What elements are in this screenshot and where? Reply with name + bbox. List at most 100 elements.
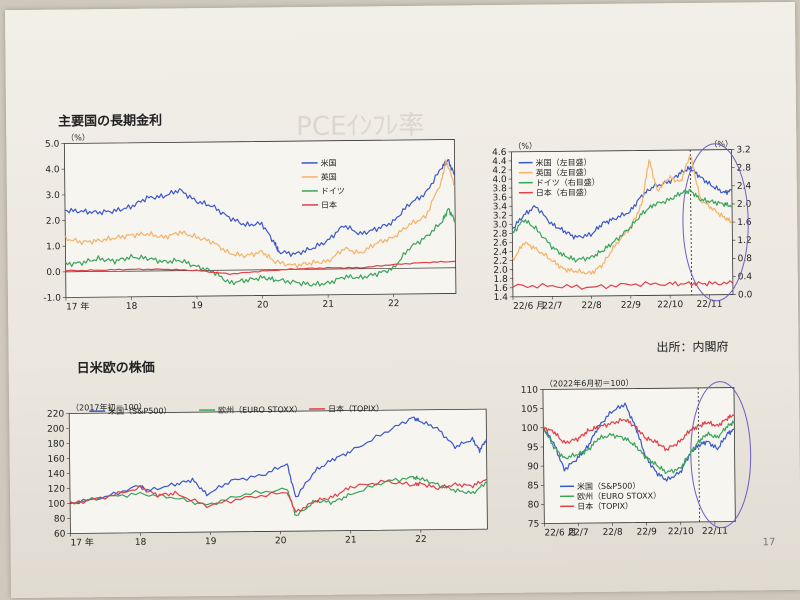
y-tick-label: 140 <box>48 470 66 480</box>
series-line-0 <box>70 416 488 505</box>
y-right-tick-label: 0.0 <box>738 290 753 300</box>
x-tick-label: 20 <box>275 536 287 546</box>
y-tick-label: 4.4 <box>492 157 507 167</box>
y-tick-label: 0.0 <box>46 268 61 278</box>
y-right-tick-label: 2.0 <box>737 200 752 210</box>
y-tick-label: 3.2 <box>493 211 507 221</box>
highlight-ellipse <box>690 381 752 529</box>
unit-label: （2017年初＝100） <box>71 402 147 413</box>
y-tick-label: 105 <box>521 405 538 415</box>
legend-label: ドイツ（右目盛） <box>536 177 600 188</box>
x-tick-label: 22/8 <box>603 528 624 538</box>
x-tick-label: 22 <box>415 535 427 545</box>
chart-long-stocks: 220 200 180 160 140 120 100 80 60 （2017年初＝100） 17 … <box>47 402 488 548</box>
series-line-0 <box>511 165 733 240</box>
legend-label: 欧州（EURO STOXX） <box>218 404 302 415</box>
y-tick-label: 100 <box>521 424 539 434</box>
y-right-tick-label: 1.6 <box>737 218 752 228</box>
legend-label: 米国（S&P500） <box>577 481 641 492</box>
chart-recent-rates: 4.64.44.24.03.83.63.43.23.02.82.62.42.22… <box>492 140 753 312</box>
x-tick-label: 17 年 <box>66 300 89 312</box>
y-right-tick-label: 2.8 <box>737 163 752 173</box>
y-tick-label: 1.6 <box>494 284 509 294</box>
legend-label: 米国（左目盛） <box>536 157 592 168</box>
y-tick-label: 100 <box>48 500 66 510</box>
y-tick-label: 4.0 <box>492 175 507 185</box>
y-right-tick-label: 1.2 <box>737 236 751 246</box>
y-tick-label: 2.8 <box>493 229 508 239</box>
unit-left-label: （%） <box>513 142 537 151</box>
x-tick-label: 22/9 <box>621 301 642 311</box>
highlight-ellipse <box>682 143 749 302</box>
x-tick-label: 18 <box>135 538 147 548</box>
y-tick-label: 1.0 <box>46 242 61 252</box>
x-tick-label: 19 <box>191 301 203 311</box>
y-tick-label: 4.6 <box>492 148 507 158</box>
legend-label: 米国（S&P500） <box>108 405 172 416</box>
y-tick-label: 180 <box>47 440 65 450</box>
y-tick-label: 4.2 <box>492 166 506 176</box>
y-tick-label: 90 <box>527 462 539 472</box>
y-tick-label: 5.0 <box>45 140 60 150</box>
series-line-3 <box>65 260 456 276</box>
series-line-2 <box>65 208 456 287</box>
series-line-3 <box>512 280 734 290</box>
x-tick-label: 22/9 <box>637 527 658 537</box>
x-tick-label: 17 年 <box>70 536 93 548</box>
y-tick-label: 2.4 <box>493 248 508 258</box>
y-tick-label: -1.0 <box>43 294 61 304</box>
legend-label: 日本（TOPIX） <box>328 403 384 414</box>
y-tick-label: 4.0 <box>45 165 60 175</box>
series-line-1 <box>69 475 488 516</box>
x-tick-label: 22/10 <box>657 300 683 310</box>
legend-label: 英国（左目盛） <box>536 167 592 178</box>
y-tick-label: 1.8 <box>493 275 508 285</box>
legend-label: 欧州（EURO STOXX） <box>577 490 661 501</box>
y-tick-label: 75 <box>528 520 540 530</box>
y-tick-label: 2.0 <box>46 217 61 227</box>
y-tick-label: 80 <box>528 500 540 510</box>
x-tick-label: 22/11 <box>696 300 722 310</box>
legend-label: 日本 <box>321 200 337 210</box>
x-tick-label: 22 <box>388 299 400 309</box>
y-tick-label: 80 <box>54 515 66 525</box>
y-tick-label: 95 <box>527 443 539 453</box>
zero-line <box>65 267 456 273</box>
y-tick-label: 2.6 <box>493 239 508 249</box>
faded-watermark-logo: PCEｲﾝﾌﾚ率 <box>296 111 425 142</box>
slide-page: PCEｲﾝﾌﾚ率 主要国の長期金利 日米欧の株価 出所：内閣府 17 5.0 4.… <box>4 1 800 599</box>
series-line-2 <box>69 478 488 513</box>
x-tick-label: 22/7 <box>568 528 588 538</box>
y-tick-label: 200 <box>47 425 65 435</box>
y-right-tick-label: 3.2 <box>736 145 750 155</box>
y-tick-label: 3.0 <box>493 220 508 230</box>
x-tick-label: 22/10 <box>668 527 694 537</box>
y-right-tick-label: 0.4 <box>738 272 753 282</box>
y-tick-label: 120 <box>48 485 66 495</box>
chart-long-rates: 5.0 4.0 3.0 2.0 1.0 0.0 -1.0 （%） 17 年 18 19 20 21 22 米… <box>43 133 457 313</box>
legend-label: 米国 <box>321 158 337 168</box>
series-line-0 <box>64 159 456 257</box>
y-tick-label: 3.6 <box>493 193 508 203</box>
plot-frame <box>68 408 488 534</box>
section1-title: 主要国の長期金利 <box>58 113 162 130</box>
y-tick-label: 3.0 <box>46 191 61 201</box>
series-line-2 <box>511 188 733 263</box>
x-tick-label: 22/6 月 <box>513 301 545 312</box>
y-tick-label: 85 <box>527 481 539 491</box>
plot-frame <box>63 139 457 298</box>
unit-right-label: （%） <box>709 140 733 149</box>
x-tick-label: 22/11 <box>702 527 728 537</box>
page-number: 17 <box>763 537 776 548</box>
y-tick-label: 3.8 <box>492 184 507 194</box>
unit-label: （%） <box>66 133 90 142</box>
x-tick-label: 22/8 <box>581 301 602 311</box>
x-tick-label: 19 <box>205 537 217 547</box>
y-tick-label: 2.0 <box>493 266 508 276</box>
x-tick-label: 18 <box>126 302 138 312</box>
series-line-1 <box>512 155 733 275</box>
y-tick-label: 160 <box>47 455 65 465</box>
y-tick-label: 3.4 <box>493 202 508 212</box>
x-tick-label: 21 <box>322 300 334 310</box>
